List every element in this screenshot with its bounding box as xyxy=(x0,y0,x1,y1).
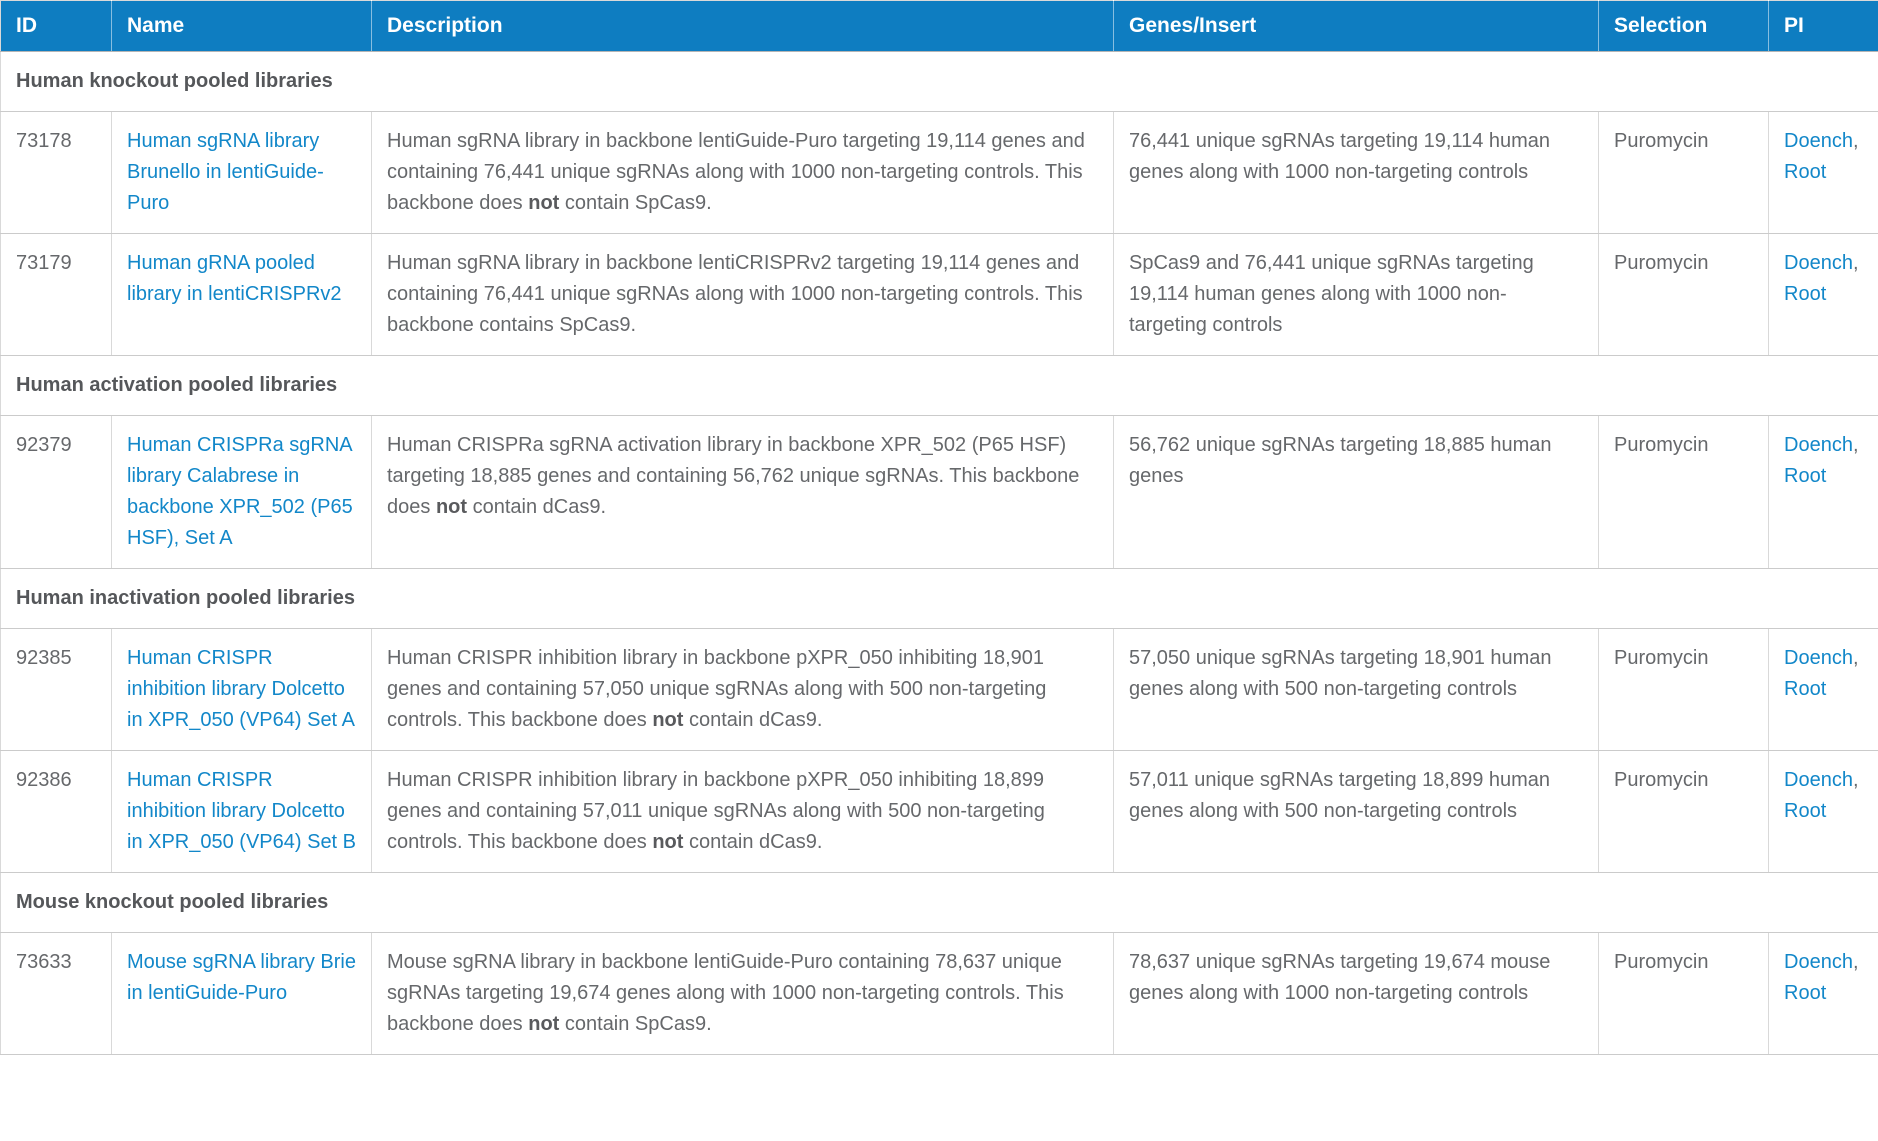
description-bold-text: not xyxy=(528,192,560,214)
pi-link[interactable]: Root xyxy=(1784,982,1827,1004)
description-cell: Human CRISPR inhibition library in backb… xyxy=(371,628,1114,751)
id-cell: 92386 xyxy=(0,750,112,873)
column-header-selection: Selection xyxy=(1598,0,1769,52)
description-cell: Human sgRNA library in backbone lentiCRI… xyxy=(371,233,1114,356)
description-text: contain dCas9. xyxy=(683,709,823,731)
id-cell: 92379 xyxy=(0,415,112,569)
column-header-description: Description xyxy=(371,0,1114,52)
description-text: contain SpCas9. xyxy=(559,192,712,214)
name-cell: Human sgRNA library Brunello in lentiGui… xyxy=(111,111,372,234)
section-header: Human knockout pooled libraries xyxy=(0,51,1878,112)
table-row: 92379 Human CRISPRa sgRNA library Calabre… xyxy=(0,415,1878,569)
description-text: Human CRISPR inhibition library in backb… xyxy=(387,769,1045,853)
id-cell: 73178 xyxy=(0,111,112,234)
description-bold-text: not xyxy=(528,1013,560,1035)
name-cell: Human CRISPRa sgRNA library Calabrese in… xyxy=(111,415,372,569)
column-header-genes-insert: Genes/Insert xyxy=(1113,0,1599,52)
pi-cell: Doench, Root xyxy=(1768,628,1878,751)
pi-link[interactable]: Doench xyxy=(1784,647,1853,669)
pi-link[interactable]: Doench xyxy=(1784,769,1853,791)
column-header-pi: PI xyxy=(1768,0,1878,52)
section-header: Mouse knockout pooled libraries xyxy=(0,872,1878,933)
description-text: contain SpCas9. xyxy=(559,1013,712,1035)
selection-cell: Puromycin xyxy=(1598,628,1769,751)
description-cell: Human CRISPRa sgRNA activation library i… xyxy=(371,415,1114,569)
id-cell: 73633 xyxy=(0,932,112,1055)
table-row: 73179 Human gRNA pooled library in lentiC… xyxy=(0,233,1878,356)
id-cell: 92385 xyxy=(0,628,112,751)
pi-link[interactable]: Doench xyxy=(1784,252,1853,274)
description-text: Human CRISPR inhibition library in backb… xyxy=(387,647,1047,731)
pi-cell: Doench, Root xyxy=(1768,233,1878,356)
plasmid-link[interactable]: Human CRISPR inhibition library Dolcetto… xyxy=(127,769,357,853)
genes-insert-cell: 57,050 unique sgRNAs targeting 18,901 hu… xyxy=(1113,628,1599,751)
description-text: Human CRISPRa sgRNA activation library i… xyxy=(387,434,1080,518)
genes-insert-cell: 78,637 unique sgRNAs targeting 19,674 mo… xyxy=(1113,932,1599,1055)
selection-cell: Puromycin xyxy=(1598,415,1769,569)
section-row: Human inactivation pooled libraries xyxy=(0,568,1878,629)
selection-cell: Puromycin xyxy=(1598,111,1769,234)
plasmid-link[interactable]: Human CRISPRa sgRNA library Calabrese in… xyxy=(127,434,353,549)
pi-link[interactable]: Doench xyxy=(1784,951,1853,973)
pi-link[interactable]: Doench xyxy=(1784,434,1853,456)
pooled-libraries-table: ID Name Description Genes/Insert Selecti… xyxy=(0,0,1878,1055)
description-bold-text: not xyxy=(652,709,684,731)
description-cell: Human CRISPR inhibition library in backb… xyxy=(371,750,1114,873)
genes-insert-cell: 56,762 unique sgRNAs targeting 18,885 hu… xyxy=(1113,415,1599,569)
column-header-name: Name xyxy=(111,0,372,52)
plasmid-link[interactable]: Human sgRNA library Brunello in lentiGui… xyxy=(127,130,324,214)
pi-link[interactable]: Root xyxy=(1784,465,1827,487)
pi-link[interactable]: Root xyxy=(1784,161,1827,183)
id-cell: 73179 xyxy=(0,233,112,356)
table-header: ID Name Description Genes/Insert Selecti… xyxy=(0,0,1878,52)
description-text: contain dCas9. xyxy=(683,831,823,853)
name-cell: Human CRISPR inhibition library Dolcetto… xyxy=(111,750,372,873)
pi-cell: Doench, Root xyxy=(1768,932,1878,1055)
table-body: Human knockout pooled libraries 73178 Huma… xyxy=(0,51,1878,1055)
table-row: 73633 Mouse sgRNA library Brie in lentiGu… xyxy=(0,932,1878,1055)
table-row: 92385 Human CRISPR inhibition library Dol… xyxy=(0,628,1878,751)
pi-cell: Doench, Root xyxy=(1768,750,1878,873)
description-bold-text: not xyxy=(435,496,468,518)
header-row: ID Name Description Genes/Insert Selecti… xyxy=(0,0,1878,52)
description-text: contain dCas9. xyxy=(467,496,607,518)
description-cell: Human sgRNA library in backbone lentiGui… xyxy=(371,111,1114,234)
description-text: Mouse sgRNA library in backbone lentiGui… xyxy=(387,951,1064,1035)
section-header: Human activation pooled libraries xyxy=(0,355,1878,416)
name-cell: Mouse sgRNA library Brie in lentiGuide-P… xyxy=(111,932,372,1055)
table-row: 92386 Human CRISPR inhibition library Dol… xyxy=(0,750,1878,873)
genes-insert-cell: SpCas9 and 76,441 unique sgRNAs targetin… xyxy=(1113,233,1599,356)
name-cell: Human CRISPR inhibition library Dolcetto… xyxy=(111,628,372,751)
table-row: 73178 Human sgRNA library Brunello in len… xyxy=(0,111,1878,234)
section-row: Human activation pooled libraries xyxy=(0,355,1878,416)
pi-link[interactable]: Root xyxy=(1784,678,1827,700)
pi-link[interactable]: Root xyxy=(1784,283,1827,305)
name-cell: Human gRNA pooled library in lentiCRISPR… xyxy=(111,233,372,356)
description-cell: Mouse sgRNA library in backbone lentiGui… xyxy=(371,932,1114,1055)
plasmid-link[interactable]: Mouse sgRNA library Brie in lentiGuide-P… xyxy=(127,951,356,1004)
plasmid-link[interactable]: Human gRNA pooled library in lentiCRISPR… xyxy=(127,252,342,305)
selection-cell: Puromycin xyxy=(1598,233,1769,356)
column-header-id: ID xyxy=(0,0,112,52)
selection-cell: Puromycin xyxy=(1598,932,1769,1055)
pi-link[interactable]: Root xyxy=(1784,800,1827,822)
pi-cell: Doench, Root xyxy=(1768,111,1878,234)
section-row: Mouse knockout pooled libraries xyxy=(0,872,1878,933)
selection-cell: Puromycin xyxy=(1598,750,1769,873)
pi-link[interactable]: Doench xyxy=(1784,130,1853,152)
genes-insert-cell: 76,441 unique sgRNAs targeting 19,114 hu… xyxy=(1113,111,1599,234)
section-row: Human knockout pooled libraries xyxy=(0,51,1878,112)
pi-cell: Doench, Root xyxy=(1768,415,1878,569)
genes-insert-cell: 57,011 unique sgRNAs targeting 18,899 hu… xyxy=(1113,750,1599,873)
description-text: Human sgRNA library in backbone lentiGui… xyxy=(387,130,1085,214)
plasmid-link[interactable]: Human CRISPR inhibition library Dolcetto… xyxy=(127,647,355,731)
section-header: Human inactivation pooled libraries xyxy=(0,568,1878,629)
description-bold-text: not xyxy=(652,831,684,853)
description-text: Human sgRNA library in backbone lentiCRI… xyxy=(387,252,1083,336)
